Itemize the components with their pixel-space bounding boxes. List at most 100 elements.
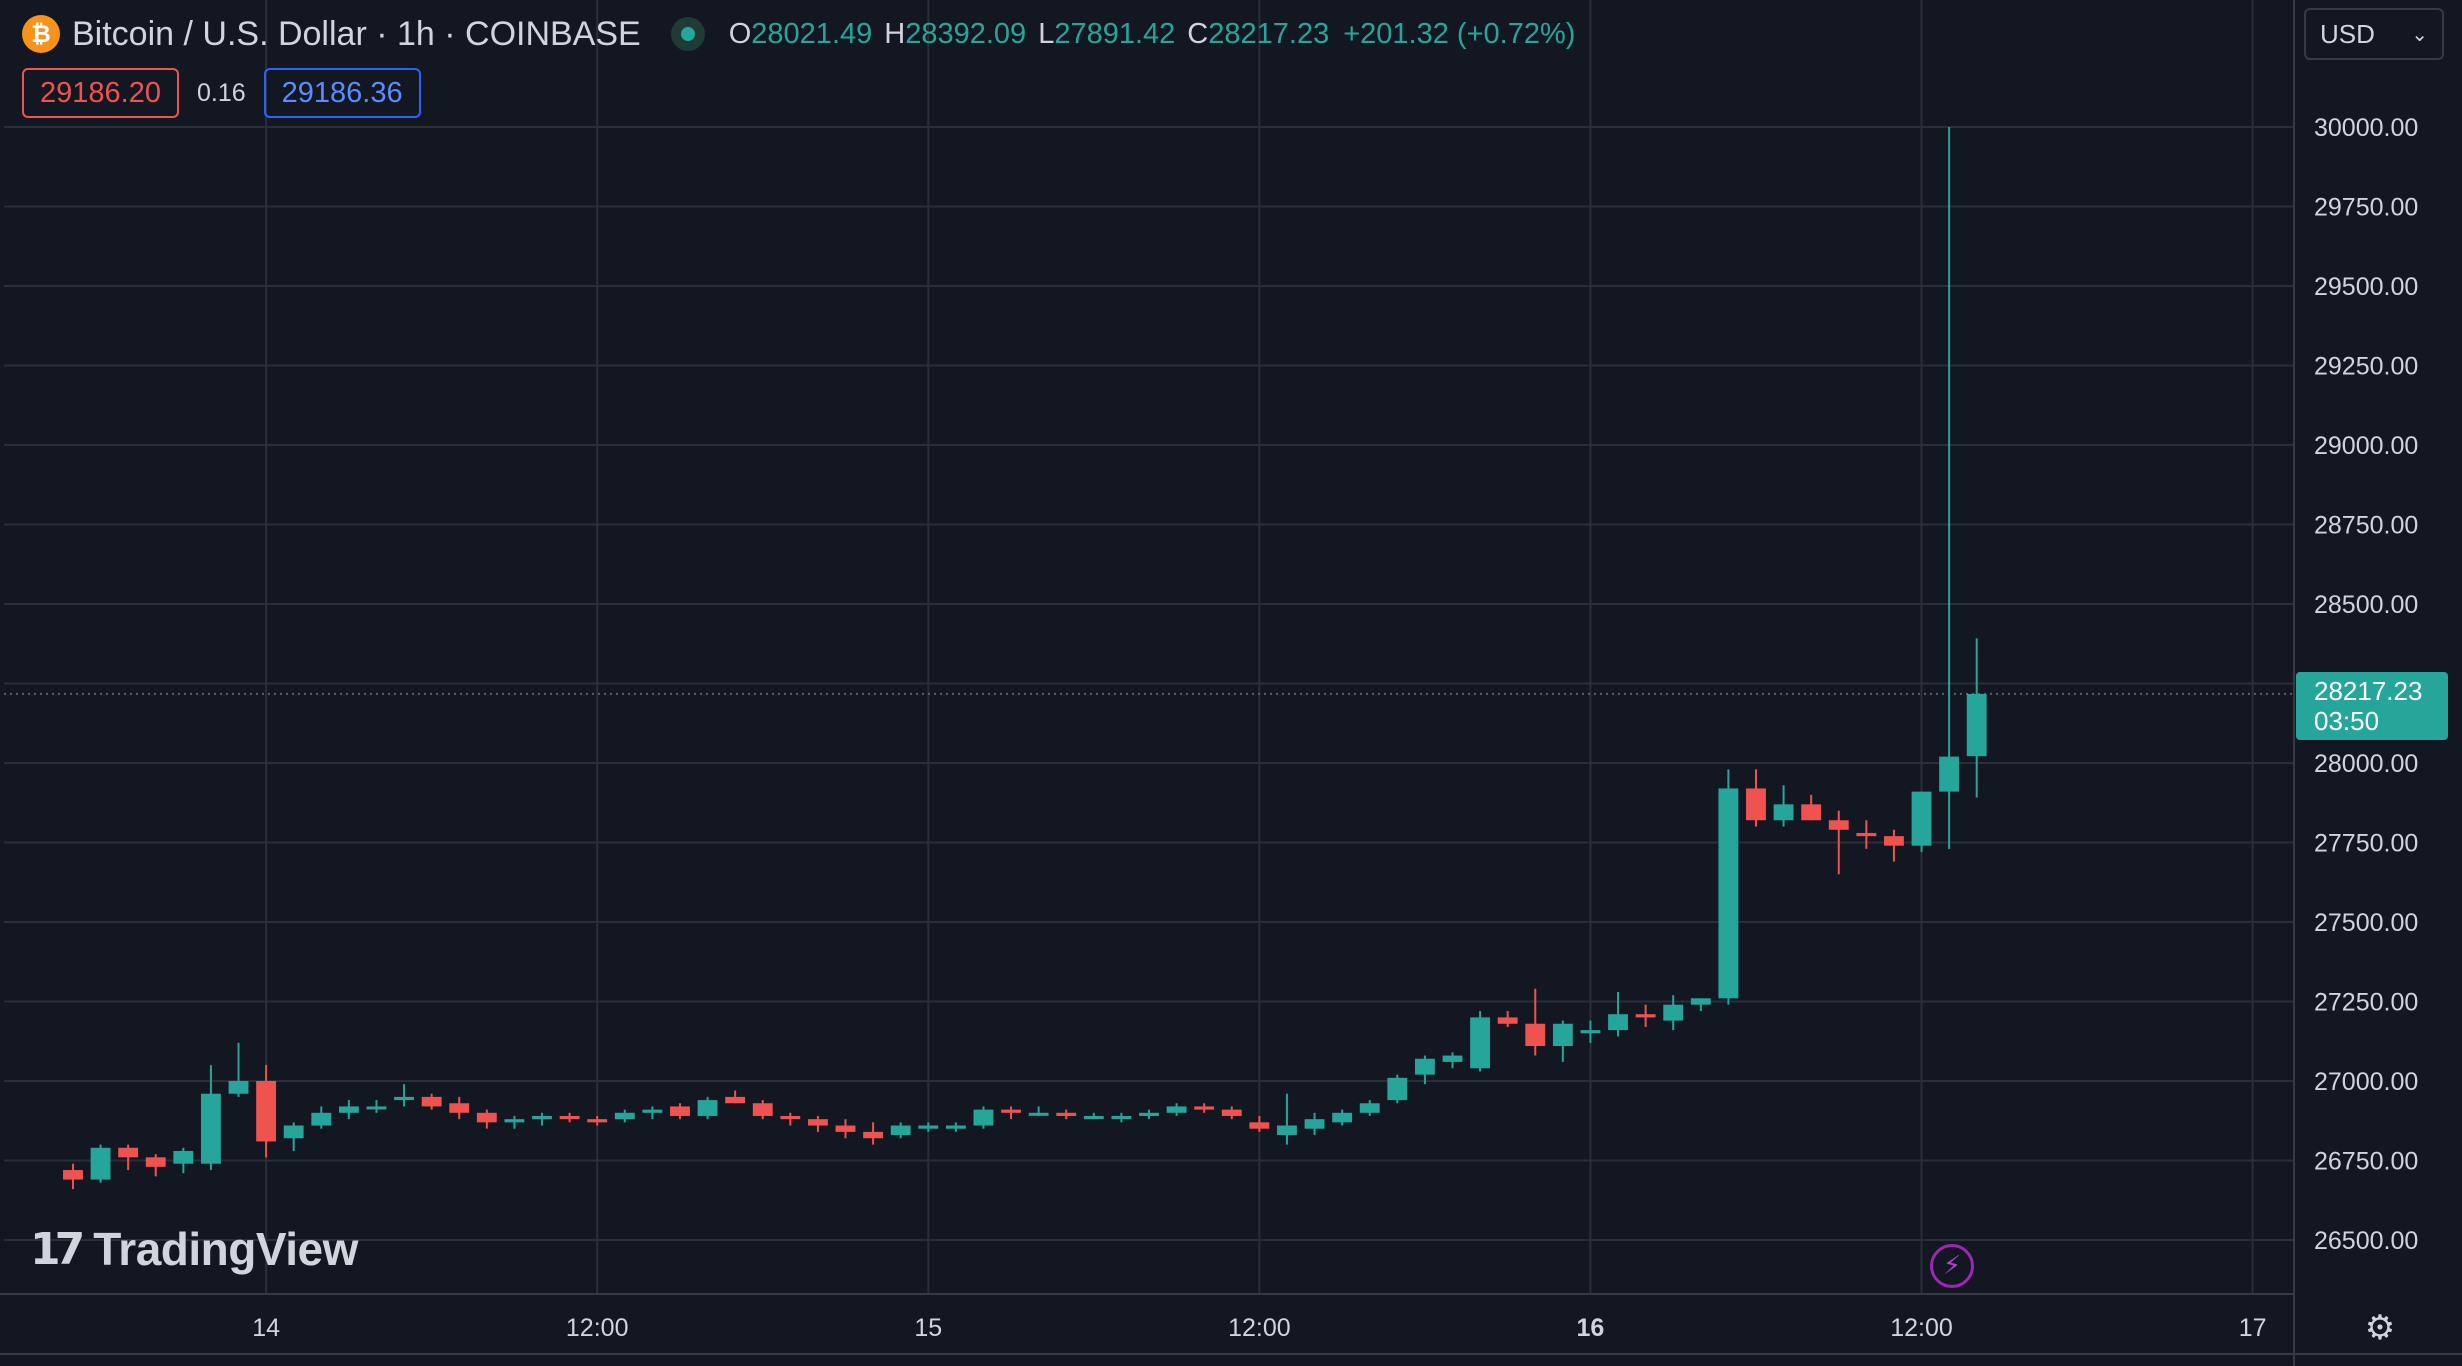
x-tick-label: 15 [914, 1314, 942, 1342]
candle-body [1746, 788, 1766, 821]
candle-body [614, 1112, 635, 1120]
open-value: 28021.49 [751, 17, 873, 50]
candle-body [1249, 1122, 1270, 1129]
candle-body [1332, 1112, 1353, 1123]
candle-body [697, 1100, 718, 1116]
candle-body [1359, 1103, 1380, 1113]
y-tick-label: 29000.00 [2314, 432, 2418, 460]
candle-body [1001, 1109, 1021, 1113]
close-value: 28217.23 [1208, 17, 1330, 50]
candle-body [973, 1109, 994, 1126]
candle-body [1663, 1004, 1684, 1021]
candle-body [1525, 1023, 1546, 1047]
last-price-tag: 28217.23 03:50 [2296, 671, 2448, 740]
bitcoin-icon: ₿ [22, 15, 60, 53]
quote-row: 29186.20 0.16 29186.36 [22, 68, 421, 118]
candle-body [366, 1106, 387, 1110]
candle-body [1966, 693, 1987, 757]
candle-body [1166, 1106, 1187, 1113]
candle-body [1028, 1112, 1049, 1116]
candle-body [890, 1125, 911, 1136]
symbol-title[interactable]: Bitcoin / U.S. Dollar · 1h · COINBASE [72, 14, 641, 53]
candle-body [228, 1081, 249, 1094]
candle-body [449, 1103, 470, 1113]
y-tick-label: 26750.00 [2314, 1148, 2418, 1176]
candle-body [1911, 791, 1932, 846]
ohlc-legend: O 28021.49 H 28392.09 L 27891.42 C 28217.23 … [729, 18, 1576, 51]
candle-body [145, 1157, 166, 1167]
candle-body [1221, 1109, 1242, 1116]
y-tick-label: 30000.00 [2314, 114, 2418, 142]
candle-body [200, 1093, 221, 1164]
market-status-icon[interactable] [670, 17, 705, 51]
candle-body [1580, 1030, 1601, 1034]
tradingview-logo-icon: 17 [30, 1223, 85, 1275]
candle-body [1801, 804, 1822, 821]
candle-body [1939, 756, 1960, 792]
candle-body [1083, 1115, 1104, 1119]
candle-body [587, 1119, 608, 1123]
candle-body [559, 1115, 580, 1120]
candle-body [90, 1147, 111, 1180]
candle-body [1884, 836, 1904, 846]
candle-body [504, 1119, 525, 1123]
candle-body [752, 1103, 773, 1116]
gear-icon[interactable]: ⚙ [2364, 1308, 2396, 1348]
y-tick-label: 27000.00 [2314, 1068, 2418, 1096]
candle-body [311, 1112, 332, 1126]
y-tick-label: 26500.00 [2314, 1227, 2418, 1255]
candle-body [173, 1150, 194, 1164]
tradingview-logo[interactable]: 17 TradingView [30, 1222, 358, 1276]
y-tick-label: 29500.00 [2314, 273, 2418, 301]
y-tick-label: 28750.00 [2314, 512, 2418, 540]
candle-body [1304, 1119, 1325, 1129]
open-label: O [728, 17, 752, 50]
x-tick-label: 12:00 [1890, 1314, 1953, 1342]
x-tick-label: 16 [1577, 1314, 1605, 1342]
lightning-icon[interactable]: ⚡ [1930, 1244, 1974, 1288]
candle-body [256, 1081, 277, 1142]
chevron-down-icon: ⌄ [2411, 22, 2428, 46]
y-tick-label: 28000.00 [2314, 750, 2418, 778]
candle-body [863, 1131, 884, 1139]
candle-body [642, 1109, 663, 1113]
candle-body [807, 1119, 828, 1126]
y-tick-label: 27250.00 [2314, 989, 2418, 1017]
candle-body [532, 1115, 552, 1120]
candle-body [476, 1112, 497, 1123]
candle-body [1635, 1014, 1656, 1018]
close-label: C [1187, 17, 1209, 50]
candle-body [780, 1115, 801, 1120]
high-label: H [884, 17, 906, 50]
candle-body [338, 1106, 359, 1113]
candle-body [421, 1096, 442, 1107]
x-tick-label: 14 [252, 1314, 280, 1342]
y-tick-label: 28500.00 [2314, 591, 2418, 619]
low-label: L [1038, 17, 1055, 50]
y-tick-label: 27500.00 [2314, 909, 2418, 937]
candle-body [118, 1147, 139, 1158]
low-value: 27891.42 [1054, 17, 1176, 50]
bar-countdown: 03:50 [2314, 705, 2380, 736]
currency-value: USD [2320, 18, 2375, 49]
candle-body [670, 1106, 690, 1116]
change-value: +201.32 (+0.72%) [1343, 17, 1576, 50]
sell-price-button[interactable]: 29186.20 [22, 68, 179, 118]
candle-body [725, 1096, 746, 1104]
tradingview-logo-text: TradingView [93, 1223, 358, 1275]
x-tick-label: 12:00 [1228, 1314, 1291, 1342]
candle-body [1690, 998, 1711, 1005]
candle-body [1552, 1023, 1573, 1047]
buy-price-button[interactable]: 29186.36 [263, 68, 421, 118]
candle-body [1718, 788, 1739, 999]
candle-body [945, 1125, 966, 1129]
candle-body [1387, 1077, 1408, 1101]
last-price-value: 28217.23 [2314, 675, 2423, 706]
currency-select[interactable]: USD ⌄ [2304, 8, 2444, 60]
chart-header: ₿ Bitcoin / U.S. Dollar · 1h · COINBASE … [22, 12, 1575, 56]
candle-body [283, 1125, 304, 1139]
y-tick-label: 29250.00 [2314, 353, 2418, 381]
candle-body [1139, 1112, 1159, 1116]
candle-body [1828, 820, 1849, 830]
